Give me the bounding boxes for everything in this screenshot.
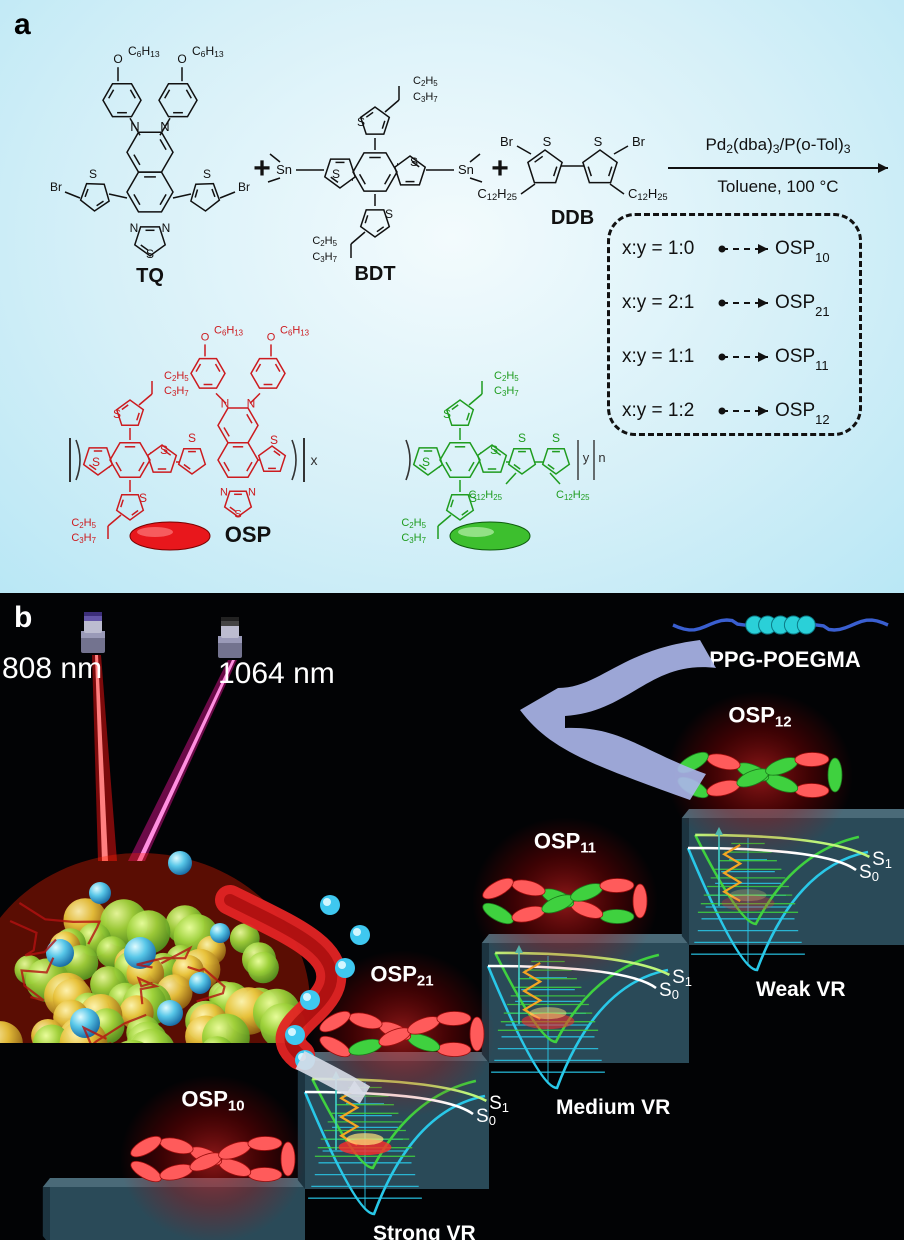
svg-text:x:y = 1:1: x:y = 1:1 — [622, 346, 694, 367]
svg-text:OSP10: OSP10 — [775, 238, 830, 265]
svg-text:x:y = 2:1: x:y = 2:1 — [622, 292, 694, 313]
svg-text:OSP12: OSP12 — [775, 400, 830, 427]
svg-text:OSP21: OSP21 — [775, 292, 830, 319]
svg-text:OSP11: OSP11 — [775, 346, 829, 373]
svg-text:x:y = 1:2: x:y = 1:2 — [622, 400, 694, 421]
svg-text:PPG-POEGMA: PPG-POEGMA — [709, 647, 861, 672]
svg-text:x:y = 1:0: x:y = 1:0 — [622, 238, 694, 259]
